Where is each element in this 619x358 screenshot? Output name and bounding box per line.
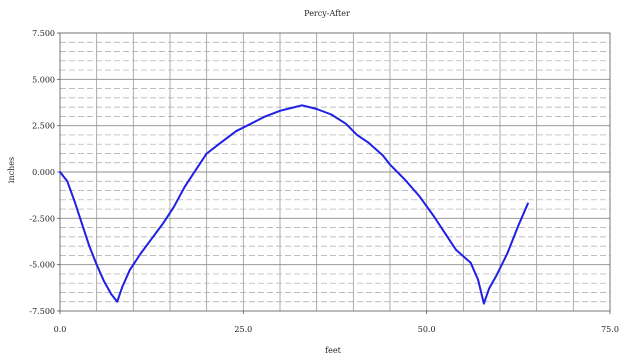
x-axis: 0.0 25.0 50.0 75.0 xyxy=(54,311,619,334)
y-tick-label: -2.500 xyxy=(29,214,55,223)
x-tick-label: 25.0 xyxy=(234,325,252,334)
grid xyxy=(60,33,610,311)
y-axis: 7.500 5.000 2.500 0.000 -2.500 -5.000 -7.500 xyxy=(29,29,60,316)
x-tick-label: 75.0 xyxy=(601,325,619,334)
y-tick-label: 7.500 xyxy=(32,29,55,38)
chart-title: Percy-After xyxy=(304,9,350,18)
y-tick-label: 2.500 xyxy=(32,122,55,131)
y-tick-label: 0.000 xyxy=(32,168,55,177)
y-tick-label: 5.000 xyxy=(32,75,55,84)
x-tick-label: 0.0 xyxy=(54,325,67,334)
series-group xyxy=(59,104,529,305)
x-tick-label: 50.0 xyxy=(418,325,436,334)
y-tick-label: -5.000 xyxy=(29,261,55,270)
y-axis-label: inches xyxy=(7,157,16,183)
series-line xyxy=(59,104,529,305)
y-tick-label: -7.500 xyxy=(29,307,55,316)
x-axis-label: feet xyxy=(325,346,341,355)
